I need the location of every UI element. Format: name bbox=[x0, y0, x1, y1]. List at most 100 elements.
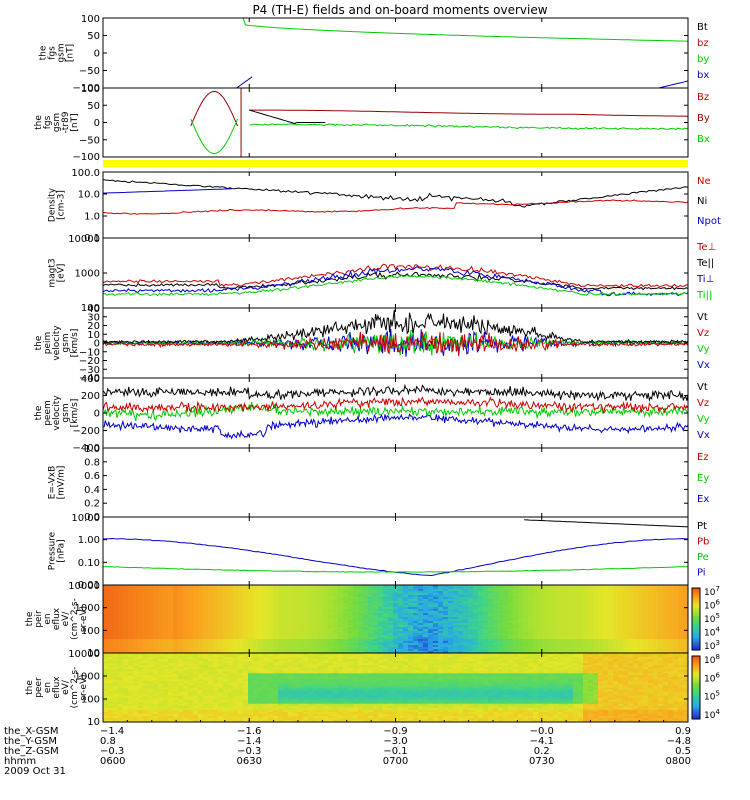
spectrogram-cell bbox=[158, 609, 164, 612]
spectrogram-cell bbox=[203, 651, 209, 653]
spectrogram-cell bbox=[273, 601, 279, 604]
spectrogram-cell bbox=[113, 659, 119, 662]
spectrogram-cell bbox=[568, 649, 574, 652]
spectrogram-cell bbox=[108, 687, 114, 691]
spectrogram-cell bbox=[208, 599, 214, 602]
spectrogram-cell bbox=[268, 603, 274, 606]
spectrogram-cell bbox=[273, 641, 279, 644]
spectrogram-cell bbox=[338, 625, 344, 628]
spectrogram-cell bbox=[463, 599, 469, 602]
spectrogram-cell bbox=[183, 601, 189, 604]
spectrogram-cell bbox=[198, 647, 204, 650]
spectrogram-cell bbox=[228, 719, 234, 722]
spectrogram-cell bbox=[213, 715, 219, 719]
spectrogram-cell bbox=[218, 591, 224, 594]
spectrogram-cell bbox=[128, 705, 134, 709]
spectrogram-cell bbox=[243, 609, 249, 612]
spectrogram-cell bbox=[483, 589, 489, 592]
spectrogram-cell bbox=[123, 709, 129, 713]
spectrogram-cell bbox=[383, 601, 389, 604]
spectrogram-cell bbox=[228, 679, 234, 683]
spectrogram-cell bbox=[183, 609, 189, 612]
spectrogram-cell bbox=[638, 593, 644, 596]
spectrogram-cell bbox=[493, 643, 499, 646]
spectrogram-cell bbox=[348, 645, 354, 648]
spectrogram-cell bbox=[248, 699, 254, 703]
spectrogram-cell bbox=[623, 639, 629, 642]
spectrogram-cell bbox=[453, 635, 459, 638]
spectrogram-cell bbox=[143, 641, 149, 644]
spectrogram-cell bbox=[198, 715, 204, 719]
spectrogram-cell bbox=[288, 633, 294, 636]
spectrogram-cell bbox=[238, 647, 244, 650]
spectrogram-cell bbox=[368, 611, 374, 614]
spectrogram-cell bbox=[488, 605, 494, 608]
spectrogram-cell bbox=[523, 643, 529, 646]
spectrogram-cell bbox=[198, 605, 204, 608]
spectrogram-cell bbox=[253, 609, 259, 612]
spectrogram-cell bbox=[348, 591, 354, 594]
spectrogram-cell bbox=[513, 651, 519, 653]
spectrogram-cell bbox=[598, 617, 604, 620]
spectrogram-cell bbox=[223, 699, 229, 703]
spectrogram-cell bbox=[498, 585, 504, 588]
spectrogram-cell bbox=[648, 621, 654, 624]
spectrogram-cell bbox=[143, 669, 149, 672]
spectrogram-cell bbox=[333, 633, 339, 636]
spectrogram-cell bbox=[153, 591, 159, 594]
spectrogram-cell bbox=[373, 633, 379, 636]
spectrogram-cell bbox=[493, 615, 499, 618]
spectrogram-cell bbox=[548, 633, 554, 636]
spectrogram-cell bbox=[168, 607, 174, 610]
spectrogram-cell bbox=[658, 647, 664, 650]
spectrogram-cell bbox=[263, 645, 269, 648]
spectrogram-cell bbox=[443, 645, 449, 648]
spectrogram-cell bbox=[428, 587, 434, 590]
spectrogram-cell bbox=[143, 683, 149, 687]
spectrogram-cell bbox=[558, 627, 564, 630]
spectrogram-cell bbox=[428, 589, 434, 592]
spectrogram-cell bbox=[233, 591, 239, 594]
spectrogram-cell bbox=[118, 689, 124, 693]
spectrogram-cell bbox=[188, 635, 194, 638]
spectrogram-cell bbox=[453, 615, 459, 618]
spectrogram-cell bbox=[293, 585, 299, 588]
spectrogram-cell bbox=[503, 599, 509, 602]
spectrogram-cell bbox=[678, 635, 684, 638]
spectrogram-cell bbox=[243, 671, 249, 674]
spectrogram-cell bbox=[438, 651, 444, 653]
spectrogram-cell bbox=[123, 611, 129, 614]
spectrogram-cell bbox=[348, 611, 354, 614]
spectrogram-cell bbox=[513, 641, 519, 644]
spectrogram-cell bbox=[178, 623, 184, 626]
spectrogram-cell bbox=[213, 621, 219, 624]
spectrogram-cell bbox=[523, 637, 529, 640]
spectrogram-cell bbox=[188, 617, 194, 620]
spectrogram-cell bbox=[668, 639, 674, 642]
spectrogram-cell bbox=[113, 645, 119, 648]
spectrogram-cell bbox=[543, 603, 549, 606]
spectrogram-cell bbox=[418, 585, 424, 588]
spectrogram-cell bbox=[103, 617, 109, 620]
spectrogram-cell bbox=[138, 717, 144, 721]
spectrogram-cell bbox=[138, 625, 144, 628]
spectrogram-cell bbox=[223, 671, 229, 674]
spectrogram-cell bbox=[568, 589, 574, 592]
spectrogram-cell bbox=[143, 691, 149, 695]
spectrogram-cell bbox=[233, 653, 239, 656]
spectrogram-cell bbox=[313, 643, 319, 646]
spectrogram-cell bbox=[498, 647, 504, 650]
spectrogram-cell bbox=[213, 663, 219, 666]
spectrogram-cell bbox=[148, 615, 154, 618]
spectrogram-cell bbox=[478, 591, 484, 594]
spectrogram-cell bbox=[298, 595, 304, 598]
spectrogram-cell bbox=[558, 637, 564, 640]
spectrogram-cell bbox=[403, 621, 409, 624]
spectrogram-cell bbox=[458, 649, 464, 652]
spectrogram-cell bbox=[618, 649, 624, 652]
spectrogram-cell bbox=[588, 645, 594, 648]
spectrogram-cell bbox=[423, 623, 429, 626]
spectrogram-cell bbox=[498, 627, 504, 630]
spectrogram-cell bbox=[413, 589, 419, 592]
spectrogram-cell bbox=[553, 593, 559, 596]
